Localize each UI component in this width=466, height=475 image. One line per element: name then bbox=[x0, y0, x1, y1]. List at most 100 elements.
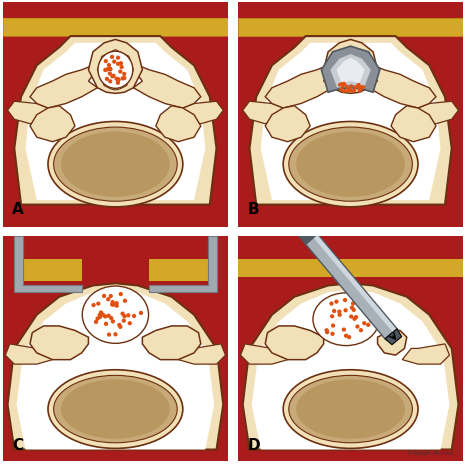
Circle shape bbox=[128, 321, 132, 325]
Polygon shape bbox=[3, 18, 228, 36]
Polygon shape bbox=[238, 18, 463, 36]
Circle shape bbox=[347, 335, 351, 339]
Circle shape bbox=[119, 65, 124, 69]
Circle shape bbox=[116, 81, 120, 85]
Circle shape bbox=[360, 86, 364, 90]
Circle shape bbox=[107, 66, 112, 71]
Ellipse shape bbox=[289, 375, 412, 443]
Circle shape bbox=[109, 316, 113, 320]
Circle shape bbox=[355, 324, 360, 329]
Circle shape bbox=[122, 314, 127, 318]
Polygon shape bbox=[323, 39, 377, 94]
Circle shape bbox=[350, 305, 354, 310]
Polygon shape bbox=[238, 258, 463, 276]
Circle shape bbox=[104, 322, 108, 326]
Circle shape bbox=[366, 323, 370, 327]
Circle shape bbox=[354, 315, 358, 319]
Circle shape bbox=[108, 67, 112, 71]
Circle shape bbox=[119, 292, 123, 296]
Circle shape bbox=[110, 74, 115, 78]
Polygon shape bbox=[369, 65, 436, 108]
Circle shape bbox=[108, 79, 112, 84]
Circle shape bbox=[107, 332, 111, 337]
Polygon shape bbox=[89, 39, 143, 94]
Circle shape bbox=[111, 303, 116, 307]
Circle shape bbox=[116, 56, 120, 60]
Circle shape bbox=[343, 298, 347, 302]
Circle shape bbox=[108, 71, 112, 76]
Circle shape bbox=[342, 82, 346, 85]
Circle shape bbox=[341, 85, 345, 88]
Circle shape bbox=[369, 319, 374, 323]
Polygon shape bbox=[385, 329, 402, 345]
Circle shape bbox=[337, 313, 342, 317]
Polygon shape bbox=[249, 36, 452, 205]
Circle shape bbox=[139, 311, 143, 315]
Circle shape bbox=[346, 88, 350, 92]
Circle shape bbox=[120, 312, 125, 316]
Polygon shape bbox=[265, 106, 310, 142]
Circle shape bbox=[351, 301, 355, 305]
Ellipse shape bbox=[61, 132, 170, 197]
Circle shape bbox=[352, 317, 356, 321]
Circle shape bbox=[324, 328, 329, 332]
Text: ©Ralph Mobbs: ©Ralph Mobbs bbox=[407, 451, 454, 456]
Circle shape bbox=[356, 84, 360, 87]
Circle shape bbox=[116, 77, 120, 81]
Circle shape bbox=[122, 319, 126, 323]
Polygon shape bbox=[26, 43, 206, 200]
Polygon shape bbox=[314, 235, 397, 332]
Circle shape bbox=[353, 86, 357, 89]
Circle shape bbox=[96, 302, 101, 306]
Ellipse shape bbox=[98, 51, 133, 88]
Circle shape bbox=[103, 314, 107, 319]
Circle shape bbox=[122, 72, 126, 76]
Polygon shape bbox=[391, 106, 436, 142]
Polygon shape bbox=[238, 236, 463, 461]
Polygon shape bbox=[243, 283, 459, 449]
Circle shape bbox=[126, 313, 130, 317]
Circle shape bbox=[357, 83, 361, 86]
Text: D: D bbox=[247, 437, 260, 453]
Polygon shape bbox=[178, 344, 226, 364]
Circle shape bbox=[351, 308, 356, 312]
Circle shape bbox=[106, 297, 110, 301]
Polygon shape bbox=[30, 326, 89, 360]
Circle shape bbox=[98, 315, 102, 319]
Circle shape bbox=[345, 86, 349, 89]
Ellipse shape bbox=[313, 293, 379, 346]
Circle shape bbox=[111, 74, 116, 78]
Polygon shape bbox=[23, 258, 82, 281]
Polygon shape bbox=[7, 283, 223, 449]
Circle shape bbox=[122, 76, 126, 80]
Polygon shape bbox=[240, 344, 288, 364]
Polygon shape bbox=[322, 46, 380, 92]
Polygon shape bbox=[133, 65, 201, 108]
Polygon shape bbox=[336, 57, 365, 85]
Polygon shape bbox=[30, 65, 97, 108]
Circle shape bbox=[105, 67, 110, 72]
Circle shape bbox=[111, 319, 115, 323]
Circle shape bbox=[107, 63, 111, 67]
Circle shape bbox=[115, 76, 119, 81]
Circle shape bbox=[359, 328, 363, 332]
Polygon shape bbox=[5, 344, 53, 364]
Circle shape bbox=[110, 302, 114, 306]
Ellipse shape bbox=[296, 132, 405, 197]
Circle shape bbox=[118, 325, 123, 329]
Circle shape bbox=[110, 300, 115, 304]
Circle shape bbox=[367, 310, 371, 314]
Circle shape bbox=[348, 89, 352, 92]
Circle shape bbox=[132, 314, 136, 318]
Circle shape bbox=[110, 55, 114, 59]
Polygon shape bbox=[14, 36, 217, 205]
Circle shape bbox=[108, 67, 112, 71]
Circle shape bbox=[115, 301, 119, 305]
Ellipse shape bbox=[283, 122, 418, 207]
Polygon shape bbox=[260, 43, 440, 200]
Polygon shape bbox=[16, 290, 214, 449]
Circle shape bbox=[113, 332, 117, 336]
Circle shape bbox=[334, 300, 339, 304]
Circle shape bbox=[99, 310, 103, 314]
Circle shape bbox=[329, 302, 334, 306]
